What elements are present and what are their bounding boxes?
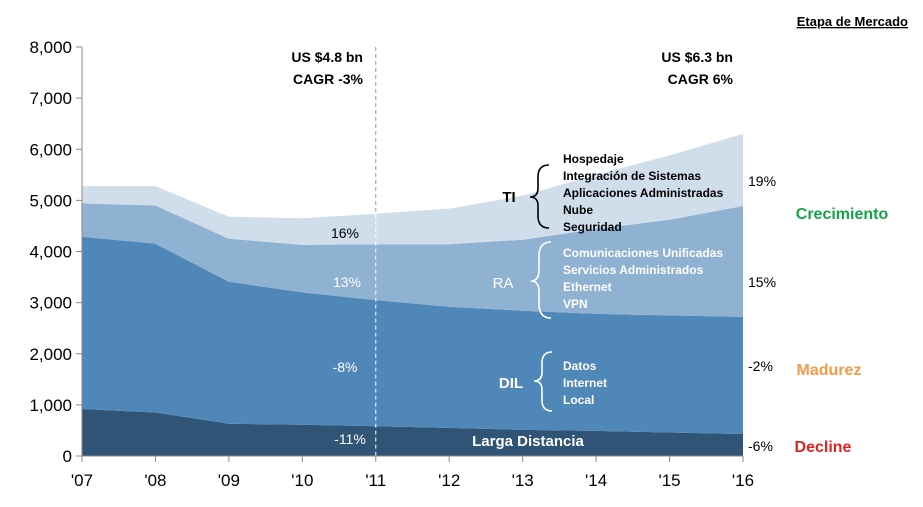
dil-brace xyxy=(533,351,553,412)
ld-hist-growth: -11% xyxy=(334,431,366,447)
ti-item: Hospedaje xyxy=(563,152,624,166)
x-tick-label: '13 xyxy=(512,471,534,490)
header-left-value: US $4.8 bn xyxy=(291,49,363,65)
ra-item: Servicios Administrados xyxy=(563,263,704,277)
ti-item-list: Hospedaje Integración de Sistemas Aplica… xyxy=(563,152,724,234)
area-larga-distancia xyxy=(82,409,743,456)
y-tick-label: 7,000 xyxy=(29,89,72,108)
header-right-cagr: CAGR 6% xyxy=(668,71,734,87)
ti-item: Nube xyxy=(563,203,593,217)
y-tick-label: 4,000 xyxy=(29,243,72,262)
x-tick-label: '15 xyxy=(658,471,680,490)
y-tick-label: 8,000 xyxy=(29,38,72,57)
y-tick-labels: 0 1,000 2,000 3,000 4,000 5,000 6,000 7,000 8,00… xyxy=(29,38,72,466)
area-ti xyxy=(82,133,743,245)
ti-growth-right: 19% xyxy=(748,173,776,189)
y-tick-label: 2,000 xyxy=(29,345,72,364)
x-tick-label: '11 xyxy=(365,471,386,490)
y-tick-label: 5,000 xyxy=(29,191,72,210)
ld-growth-right: -6% xyxy=(748,438,773,454)
axes xyxy=(76,46,744,462)
x-tick-label: '08 xyxy=(144,471,166,490)
x-tick-label: '10 xyxy=(291,471,313,490)
x-tick-label: '14 xyxy=(585,471,607,490)
ra-item: VPN xyxy=(563,297,588,311)
stage-maturity: Madurez xyxy=(797,362,862,379)
header-right-value: US $6.3 bn xyxy=(661,49,733,65)
ra-brace xyxy=(530,241,552,319)
dil-growth-right: -2% xyxy=(748,358,773,374)
dil-segment-label: DIL xyxy=(499,375,523,392)
ld-series-label: Larga Distancia xyxy=(472,433,584,450)
x-tick-label: '12 xyxy=(438,471,460,490)
y-tick-label: 3,000 xyxy=(29,294,72,313)
x-tick-label: '09 xyxy=(218,471,240,490)
ra-hist-growth: 13% xyxy=(333,274,361,290)
x-tick-label: '16 xyxy=(732,471,754,490)
x-tick-label: '07 xyxy=(71,471,93,490)
ti-item: Integración de Sistemas xyxy=(563,169,701,183)
ti-segment-label: TI xyxy=(502,189,515,206)
stage-growth: Crecimiento xyxy=(796,206,889,223)
stage-header: Etapa de Mercado xyxy=(797,14,908,29)
ti-item: Seguridad xyxy=(563,220,622,234)
area-ra xyxy=(82,203,743,317)
y-tick-label: 0 xyxy=(63,447,72,466)
dil-hist-growth: -8% xyxy=(333,359,358,375)
ra-item-list: Comunicaciones Unificadas Servicios Admi… xyxy=(563,246,723,311)
ra-item: Comunicaciones Unificadas xyxy=(563,246,723,260)
ra-segment-label: RA xyxy=(493,275,514,292)
ra-growth-right: 15% xyxy=(748,274,776,290)
dil-item: Local xyxy=(563,393,594,407)
dil-item-list: Datos Internet Local xyxy=(563,359,607,407)
area-dil xyxy=(82,236,743,434)
ra-item: Ethernet xyxy=(563,280,612,294)
y-tick-label: 1,000 xyxy=(29,396,72,415)
x-tick-labels: '07 '08 '09 '10 '11 '12 '13 '14 '15 '16 xyxy=(71,471,754,490)
dil-item: Internet xyxy=(563,376,607,390)
y-tick-label: 6,000 xyxy=(29,140,72,159)
area-series xyxy=(82,133,743,456)
ti-item: Aplicaciones Administradas xyxy=(563,186,724,200)
stage-decline: Decline xyxy=(795,439,852,456)
dil-item: Datos xyxy=(563,359,597,373)
header-left-cagr: CAGR -3% xyxy=(293,71,364,87)
ti-brace xyxy=(529,164,550,229)
ti-hist-growth: 16% xyxy=(331,225,359,241)
